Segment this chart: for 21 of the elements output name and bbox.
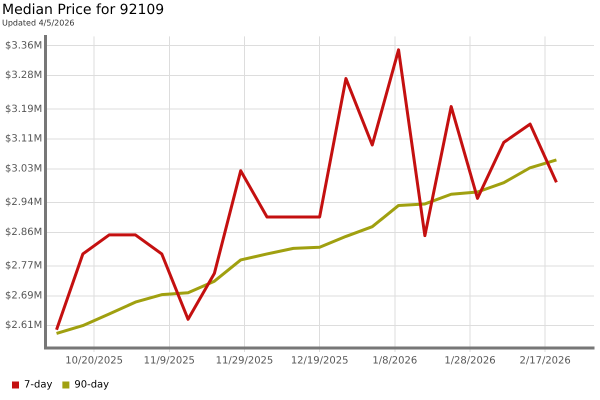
x-tick-label: 11/29/2025 — [216, 356, 274, 367]
chart-subtitle: Updated 4/5/2026 — [2, 18, 75, 28]
x-tick-label: 12/19/2025 — [290, 356, 348, 367]
y-tick-label: $3.36M — [4, 40, 42, 52]
y-tick-label: $2.86M — [4, 226, 42, 238]
y-tick-label: $3.03M — [4, 163, 42, 174]
x-tick-label: 1/8/2026 — [372, 356, 418, 367]
x-tick-label: 11/9/2025 — [144, 356, 195, 367]
legend-label: 90-day — [74, 380, 110, 391]
y-tick-label: $2.77M — [4, 260, 42, 272]
x-tick-label: 1/28/2026 — [444, 356, 496, 367]
legend-label: 7-day — [24, 380, 52, 391]
y-tick-label: $2.61M — [4, 320, 42, 332]
y-tick-label: $3.19M — [4, 104, 42, 115]
x-tick-label: 2/17/2026 — [520, 356, 571, 367]
y-tick-label: $3.28M — [4, 70, 42, 82]
y-tick-label: $2.69M — [4, 290, 42, 302]
chart-title: Median Price for 92109 — [2, 2, 164, 18]
y-tick-label: $2.94M — [4, 197, 42, 208]
y-tick-label: $3.11M — [4, 134, 42, 145]
x-tick-label: 10/20/2025 — [65, 356, 123, 367]
